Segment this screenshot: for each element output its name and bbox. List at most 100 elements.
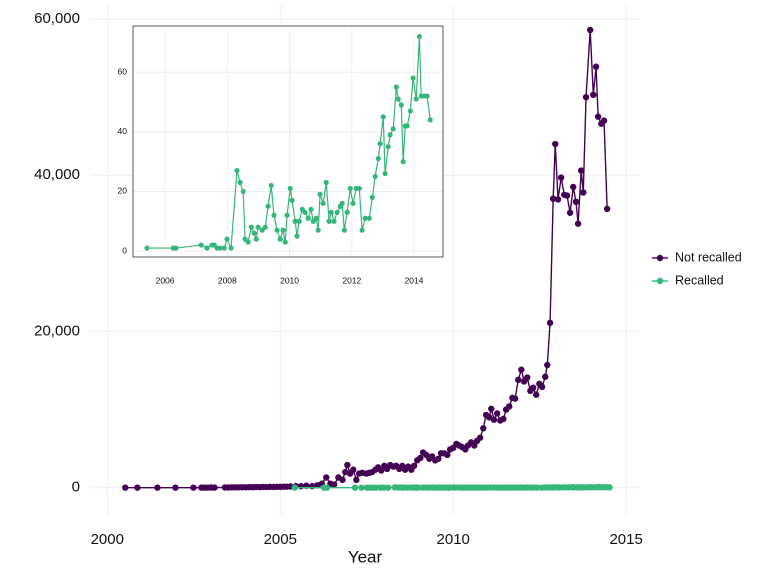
data-point: [375, 156, 381, 162]
x-axis-label: Year: [348, 547, 383, 566]
data-point: [313, 215, 319, 221]
data-point: [395, 96, 401, 102]
data-point: [444, 451, 451, 459]
data-point: [320, 200, 326, 206]
data-point: [315, 227, 321, 233]
data-point: [255, 224, 261, 230]
y-tick-label: 40: [118, 126, 128, 136]
x-tick-label: 2014: [405, 275, 424, 285]
data-point: [359, 227, 365, 233]
data-point: [544, 361, 551, 369]
data-point: [251, 230, 257, 236]
data-point: [385, 144, 391, 150]
data-point: [387, 132, 393, 138]
data-point: [378, 467, 385, 474]
x-tick-label: 2012: [342, 275, 361, 285]
data-point: [328, 209, 334, 215]
data-point: [221, 245, 227, 251]
data-point: [240, 188, 246, 195]
data-point: [294, 233, 300, 239]
data-point: [154, 484, 161, 491]
data-point: [606, 484, 613, 491]
data-point: [268, 182, 274, 189]
data-point: [407, 108, 413, 114]
data-point: [518, 366, 525, 373]
data-point: [574, 220, 582, 227]
data-point: [326, 218, 332, 224]
y-tick-label: 20,000: [34, 322, 80, 339]
data-point: [351, 484, 359, 491]
x-tick-label: 2005: [264, 531, 297, 548]
data-point: [582, 93, 590, 101]
data-point: [506, 403, 513, 410]
data-point: [292, 218, 298, 224]
data-point: [600, 117, 608, 124]
data-point: [546, 319, 554, 327]
data-point: [350, 200, 356, 206]
data-point: [586, 26, 594, 34]
legend-marker: [656, 277, 664, 285]
data-point: [592, 63, 600, 70]
data-point: [572, 198, 580, 206]
data-point: [570, 183, 577, 191]
data-point: [331, 218, 337, 224]
data-point: [500, 415, 507, 423]
y-tick-label: 0: [122, 245, 127, 255]
inset-plot: 0 20 40 60 2006 2008 2010 2012 2014: [118, 25, 444, 285]
data-point: [358, 484, 365, 491]
data-point: [372, 173, 378, 180]
data-point: [284, 212, 290, 218]
data-point: [398, 102, 404, 108]
data-point: [228, 245, 234, 251]
data-point: [404, 123, 410, 129]
data-point: [382, 170, 388, 177]
y-tick-label: 60: [118, 66, 128, 76]
data-point: [291, 484, 298, 491]
data-point: [566, 209, 574, 216]
x-tick-label: 2006: [156, 275, 175, 285]
data-point: [549, 195, 557, 202]
data-point: [369, 194, 375, 200]
legend-label: Recalled: [675, 273, 724, 287]
data-point: [271, 212, 277, 218]
x-tick-label: 2015: [609, 531, 642, 548]
y-tick-label: 0: [72, 479, 80, 496]
data-point: [245, 239, 251, 245]
data-point: [323, 484, 331, 491]
data-point: [350, 466, 357, 473]
data-point: [274, 227, 280, 233]
inset-background: [133, 26, 443, 257]
x-tick-label: 2010: [437, 531, 470, 548]
data-point: [490, 416, 498, 423]
data-point: [417, 454, 424, 462]
data-point: [144, 245, 150, 251]
data-point: [234, 167, 240, 174]
data-point: [380, 484, 387, 491]
inset-frame: [132, 25, 444, 258]
data-point: [471, 442, 478, 449]
data-point: [533, 391, 540, 398]
data-point: [493, 410, 501, 417]
data-point: [339, 200, 345, 206]
data-point: [308, 206, 314, 212]
main-plot: 0 20,000 40,000 60,000 2000 2005 2010 2015 Year: [34, 5, 643, 566]
x-tick-label: 2008: [218, 275, 237, 285]
data-point: [356, 185, 362, 192]
data-point: [410, 75, 416, 81]
data-point: [594, 113, 602, 120]
data-point: [538, 383, 546, 391]
data-point: [524, 374, 531, 381]
data-point: [390, 126, 396, 132]
data-point: [204, 245, 210, 251]
data-point: [302, 209, 308, 215]
data-point: [480, 425, 487, 432]
y-tick-label: 20: [118, 186, 128, 196]
data-point: [344, 209, 350, 215]
data-point: [262, 224, 268, 230]
data-point: [289, 197, 295, 203]
data-point: [476, 434, 484, 441]
data-point: [488, 405, 495, 412]
y-tick-label: 60,000: [34, 10, 80, 27]
data-point: [362, 215, 368, 221]
